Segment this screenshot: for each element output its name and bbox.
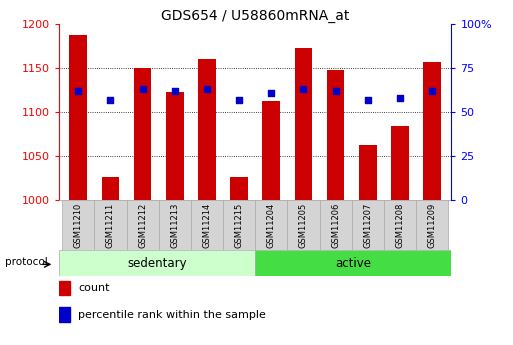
Bar: [359, 145, 377, 200]
Point: [74, 88, 83, 94]
Bar: [352, 200, 384, 250]
Text: GSM11214: GSM11214: [203, 203, 211, 248]
Point: [300, 87, 308, 92]
Bar: [391, 126, 409, 200]
Bar: [102, 177, 120, 200]
Text: percentile rank within the sample: percentile rank within the sample: [78, 310, 266, 319]
Text: GSM11209: GSM11209: [428, 203, 437, 248]
Text: active: active: [336, 257, 371, 269]
Bar: [59, 307, 70, 322]
Text: protocol: protocol: [5, 257, 48, 267]
Text: GSM11207: GSM11207: [363, 203, 372, 248]
Bar: [327, 70, 345, 200]
Text: GSM11204: GSM11204: [267, 203, 276, 248]
Text: count: count: [78, 283, 110, 293]
Bar: [166, 92, 184, 200]
Text: sedentary: sedentary: [127, 257, 187, 269]
Bar: [223, 200, 255, 250]
Bar: [320, 200, 352, 250]
Bar: [198, 59, 216, 200]
Bar: [384, 200, 416, 250]
Title: GDS654 / U58860mRNA_at: GDS654 / U58860mRNA_at: [161, 9, 349, 23]
Point: [331, 88, 340, 94]
Bar: [159, 200, 191, 250]
Text: GSM11206: GSM11206: [331, 203, 340, 248]
Point: [267, 90, 275, 96]
Text: GSM11215: GSM11215: [234, 203, 244, 248]
Bar: [59, 250, 255, 276]
Bar: [255, 250, 451, 276]
Bar: [62, 200, 94, 250]
Point: [235, 97, 243, 102]
Bar: [127, 200, 159, 250]
Bar: [230, 177, 248, 200]
Text: GSM11212: GSM11212: [138, 203, 147, 248]
Point: [171, 88, 179, 94]
Bar: [263, 101, 280, 200]
Bar: [69, 35, 87, 200]
Point: [139, 87, 147, 92]
Text: GSM11205: GSM11205: [299, 203, 308, 248]
Bar: [287, 200, 320, 250]
Point: [106, 97, 114, 102]
Bar: [423, 62, 441, 200]
Bar: [94, 200, 127, 250]
Text: GSM11210: GSM11210: [74, 203, 83, 248]
Bar: [134, 68, 151, 200]
Point: [428, 88, 436, 94]
Point: [396, 95, 404, 101]
Point: [203, 87, 211, 92]
Bar: [191, 200, 223, 250]
Bar: [59, 281, 70, 295]
Point: [364, 97, 372, 102]
Text: GSM11208: GSM11208: [396, 203, 404, 248]
Text: GSM11213: GSM11213: [170, 203, 180, 248]
Bar: [255, 200, 287, 250]
Text: GSM11211: GSM11211: [106, 203, 115, 248]
Bar: [294, 48, 312, 200]
Bar: [416, 200, 448, 250]
